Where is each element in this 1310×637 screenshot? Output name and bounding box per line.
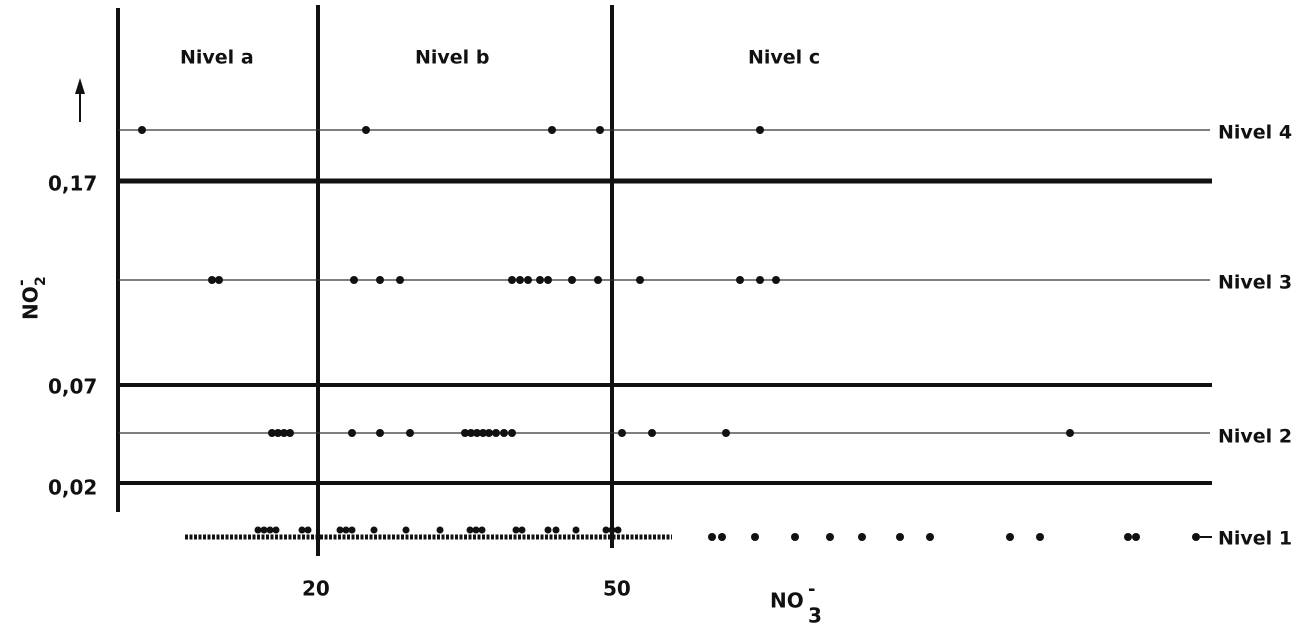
sample-dot	[266, 526, 274, 534]
x-marker: 50	[603, 577, 631, 601]
sample-dot	[348, 429, 356, 437]
label-sub: 2	[33, 276, 49, 286]
sample-dot	[791, 533, 799, 541]
sample-dot	[508, 276, 516, 284]
label-sup: -	[808, 579, 815, 600]
sample-dot	[858, 533, 866, 541]
sample-dot	[208, 276, 216, 284]
sample-dot	[402, 526, 410, 534]
sample-dot	[138, 126, 146, 134]
sample-dot	[336, 526, 344, 534]
sample-dot	[572, 526, 580, 534]
threshold-label: 0,02	[48, 476, 97, 500]
sample-dot	[896, 533, 904, 541]
sample-dot	[436, 526, 444, 534]
level-label: Nivel 2	[1218, 426, 1292, 448]
sample-dot	[485, 429, 493, 437]
sample-dot	[260, 526, 268, 534]
sample-dot	[1124, 533, 1132, 541]
sample-dot	[648, 429, 656, 437]
sample-dot	[396, 276, 404, 284]
sample-dot	[479, 429, 487, 437]
x-axis-label: NO 3 -	[770, 579, 822, 628]
sample-dot	[467, 429, 475, 437]
sample-dot	[548, 126, 556, 134]
sample-dot	[524, 276, 532, 284]
sample-dot	[594, 276, 602, 284]
sample-dot	[708, 533, 716, 541]
sample-dot	[348, 526, 356, 534]
x-marker: 20	[302, 577, 330, 601]
sample-dot	[272, 526, 280, 534]
sample-dot	[516, 276, 524, 284]
sample-dot	[472, 526, 480, 534]
sample-dot	[568, 276, 576, 284]
arrow-head	[75, 78, 85, 94]
sample-dot	[350, 276, 358, 284]
sample-dot	[552, 526, 560, 534]
sample-dot	[254, 526, 262, 534]
sample-dot	[596, 126, 604, 134]
sample-dot	[618, 429, 626, 437]
sample-dot	[1192, 533, 1200, 541]
sample-dot	[1036, 533, 1044, 541]
sample-dot	[512, 526, 520, 534]
sample-dot	[500, 429, 508, 437]
sample-dot	[756, 126, 764, 134]
sample-dot	[280, 429, 288, 437]
sample-dot	[614, 526, 622, 534]
zone-label: Nivel a	[180, 47, 254, 69]
label-sub: 3	[808, 604, 822, 628]
y-axis-label: NO 2 -	[12, 276, 50, 320]
label-sup: -	[12, 279, 31, 286]
sample-dot	[274, 429, 282, 437]
sample-dot	[473, 429, 481, 437]
sample-dot	[492, 429, 500, 437]
sample-dot	[466, 526, 474, 534]
sample-dot	[304, 526, 312, 534]
sample-dot	[286, 429, 294, 437]
level-label: Nivel 1	[1218, 528, 1292, 550]
level-label: Nivel 3	[1218, 272, 1292, 294]
sample-dot	[756, 276, 764, 284]
sample-dot	[268, 429, 276, 437]
sample-dot	[376, 429, 384, 437]
threshold-label: 0,17	[48, 172, 97, 196]
label-base: NO	[770, 589, 804, 613]
sample-dot	[362, 126, 370, 134]
sample-dot	[718, 533, 726, 541]
sample-dot	[215, 276, 223, 284]
threshold-label: 0,07	[48, 375, 97, 399]
sample-dot	[926, 533, 934, 541]
sample-dot	[298, 526, 306, 534]
sample-dot	[1066, 429, 1074, 437]
zone-label: Nivel b	[415, 47, 489, 69]
sample-dot	[478, 526, 486, 534]
sample-dot	[826, 533, 834, 541]
sample-dot	[461, 429, 469, 437]
sample-dot	[736, 276, 744, 284]
sample-dot	[376, 276, 384, 284]
sample-dot	[722, 429, 730, 437]
sample-dot	[636, 276, 644, 284]
sample-dot	[518, 526, 526, 534]
sample-dot	[772, 276, 780, 284]
sample-dot	[342, 526, 350, 534]
sample-dot	[608, 526, 616, 534]
sample-dot	[536, 276, 544, 284]
sample-dot	[751, 533, 759, 541]
sample-dot	[602, 526, 610, 534]
sample-dot	[1132, 533, 1140, 541]
level-label: Nivel 4	[1218, 122, 1292, 144]
sample-dot	[406, 429, 414, 437]
zone-label: Nivel c	[748, 47, 820, 69]
sample-dot	[508, 429, 516, 437]
sample-dot	[370, 526, 378, 534]
sample-dot	[544, 276, 552, 284]
sample-dot	[544, 526, 552, 534]
sample-dot	[1006, 533, 1014, 541]
label-base: NO	[19, 286, 43, 320]
